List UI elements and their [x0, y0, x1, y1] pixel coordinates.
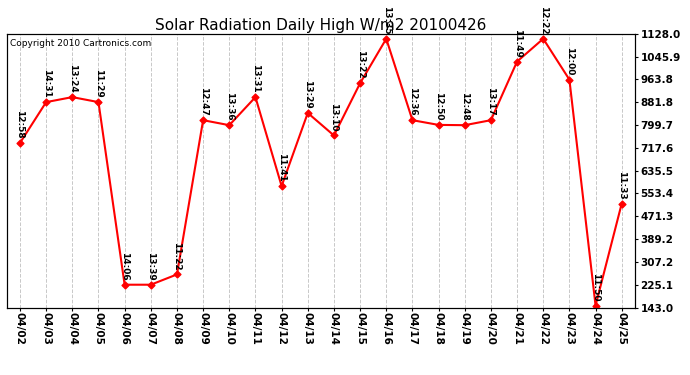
Text: 13:22: 13:22 — [355, 50, 364, 79]
Point — [93, 99, 104, 105]
Point — [119, 282, 130, 288]
Point — [328, 132, 339, 138]
Text: 11:50: 11:50 — [591, 273, 600, 302]
Text: 11:41: 11:41 — [277, 153, 286, 182]
Point — [564, 76, 575, 82]
Text: 13:36: 13:36 — [225, 92, 234, 121]
Point — [224, 122, 235, 128]
Point — [302, 110, 313, 116]
Text: 12:36: 12:36 — [408, 87, 417, 116]
Text: 13:31: 13:31 — [251, 64, 260, 93]
Text: 11:49: 11:49 — [513, 28, 522, 57]
Point — [407, 117, 418, 123]
Title: Solar Radiation Daily High W/m2 20100426: Solar Radiation Daily High W/m2 20100426 — [155, 18, 486, 33]
Point — [250, 94, 261, 100]
Text: 12:22: 12:22 — [539, 6, 548, 34]
Text: 13:24: 13:24 — [68, 64, 77, 93]
Point — [433, 122, 444, 128]
Text: 13:17: 13:17 — [486, 87, 495, 116]
Point — [67, 94, 78, 100]
Text: 13:35: 13:35 — [382, 6, 391, 34]
Text: 13:39: 13:39 — [146, 252, 155, 280]
Text: 14:06: 14:06 — [120, 252, 129, 280]
Point — [41, 99, 52, 105]
Point — [460, 122, 471, 128]
Text: Copyright 2010 Cartronics.com: Copyright 2010 Cartronics.com — [10, 39, 151, 48]
Text: 12:50: 12:50 — [434, 92, 443, 121]
Point — [538, 36, 549, 42]
Text: 12:48: 12:48 — [460, 92, 469, 121]
Point — [171, 272, 182, 278]
Point — [485, 117, 496, 123]
Text: 11:33: 11:33 — [618, 171, 627, 200]
Point — [381, 36, 392, 42]
Point — [616, 201, 627, 207]
Text: 12:00: 12:00 — [565, 47, 574, 75]
Text: 14:31: 14:31 — [41, 69, 50, 98]
Point — [146, 282, 157, 288]
Point — [14, 140, 26, 146]
Point — [511, 58, 522, 64]
Text: 13:10: 13:10 — [329, 103, 338, 131]
Text: 13:29: 13:29 — [304, 80, 313, 109]
Text: 12:58: 12:58 — [15, 110, 24, 139]
Point — [197, 117, 208, 123]
Text: 11:22: 11:22 — [172, 242, 181, 270]
Point — [276, 183, 287, 189]
Point — [355, 80, 366, 86]
Point — [590, 303, 601, 309]
Text: 12:47: 12:47 — [199, 87, 208, 116]
Text: 11:29: 11:29 — [94, 69, 103, 98]
